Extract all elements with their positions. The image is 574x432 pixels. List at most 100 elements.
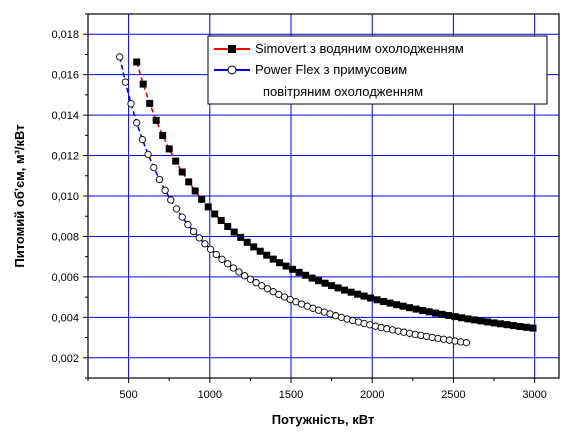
data-point [462,339,471,347]
data-point [367,294,375,302]
data-point [432,309,440,317]
data-point [529,324,537,332]
y-tick-label: 0,008 [51,231,79,243]
legend-label-simovert: Simovert з водяним охолодженням [255,41,464,56]
x-axis-title: Потужність, кВт [272,412,375,427]
data-point [360,292,368,300]
data-point [445,312,453,319]
x-tick-label: 2500 [441,389,465,401]
data-point [477,317,485,325]
data-point [121,78,130,86]
y-tick-label: 0,018 [51,29,79,41]
data-point [252,279,260,287]
data-point [256,247,264,255]
data-point [189,227,198,236]
data-point [241,272,249,280]
x-tick-label: 2000 [360,389,384,401]
data-point [212,250,220,259]
data-point [490,319,498,327]
data-point [516,323,524,330]
data-point [218,255,226,263]
data-point [159,132,167,139]
data-point [282,262,290,270]
data-point [289,265,297,273]
data-point [172,157,180,165]
data-point [139,80,147,88]
data-point [503,321,511,329]
data-point [380,298,388,305]
data-point [195,234,203,242]
data-point [510,322,517,330]
y-tick-label: 0,016 [51,70,79,82]
data-point [302,271,310,279]
data-point [167,196,175,204]
data-point [308,274,316,282]
x-tick-label: 3000 [522,389,546,401]
data-point [471,316,478,324]
data-point [328,282,336,290]
data-point [386,299,394,307]
data-point [347,288,355,296]
data-point [250,243,258,251]
y-tick-label: 0,012 [51,151,79,163]
data-point [224,260,232,268]
data-point [184,220,192,229]
data-point [295,268,303,276]
data-point [211,210,219,218]
data-point [229,264,238,272]
data-point [373,296,381,304]
data-point [484,318,491,326]
data-point [425,308,433,316]
data-point [438,310,446,318]
data-point [161,186,169,194]
legend-label-powerflex-line2: повітряним охолодженням [263,84,423,99]
legend: Simovert з водяним охолодженням Power Fl… [207,35,548,105]
series-layer [116,53,537,347]
data-point [198,195,206,203]
data-point [393,301,401,309]
data-point [155,175,164,184]
data-point [133,58,141,66]
y-tick-label: 0,002 [51,353,79,365]
data-point [230,228,238,236]
data-point [269,255,277,263]
data-point [354,290,362,298]
data-point [334,284,342,292]
data-point [276,259,284,267]
data-point [185,178,193,186]
data-point [246,275,255,283]
legend-marker-powerflex [227,65,237,75]
data-point [497,320,504,328]
data-point [419,307,427,314]
data-point [523,323,530,331]
data-point [146,99,154,107]
y-tick-label: 0,014 [51,110,79,122]
x-tick-label: 1000 [198,389,222,401]
data-point [217,217,225,224]
legend-box [207,35,548,105]
y-tick-label: 0,010 [51,191,79,203]
data-point [464,315,472,323]
data-point [206,245,215,253]
ticks: 500 1000 1500 2000 2500 3000 0,002 0,004 0,006 0,… [51,13,547,401]
data-point [258,282,266,290]
data-point [178,168,186,176]
data-point [399,302,407,310]
y-tick-label: 0,004 [51,312,79,324]
data-point [204,203,212,211]
data-point [315,277,323,285]
data-point [150,163,158,172]
data-point [152,116,160,124]
x-tick-label: 1500 [279,389,303,401]
data-point [138,135,147,144]
data-point [165,145,173,153]
legend-label-powerflex-line1: Power Flex з примусовим [255,62,407,77]
data-point [235,268,243,276]
data-point [191,187,199,195]
data-point [243,238,251,246]
data-point [133,119,141,127]
data-point [263,285,272,293]
data-point [127,100,135,108]
data-point [263,251,271,259]
